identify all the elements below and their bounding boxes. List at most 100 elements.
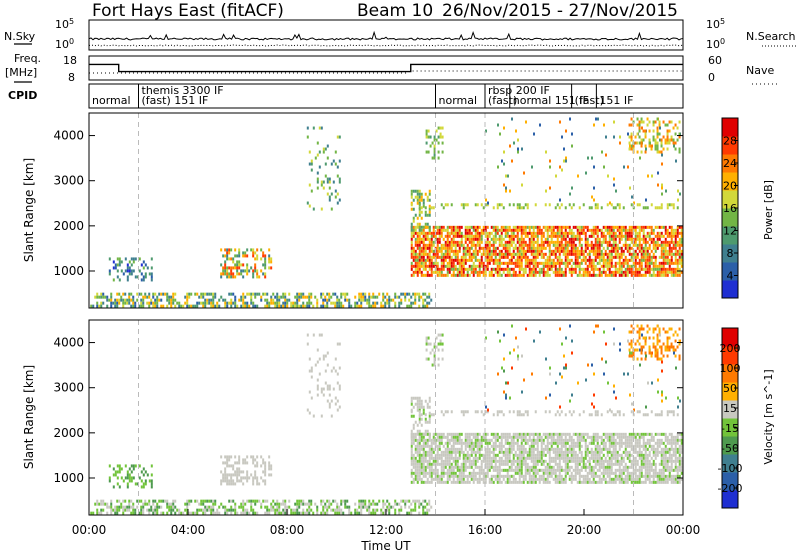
power-cell — [418, 304, 421, 308]
velocity-cell — [322, 499, 325, 503]
power-cell — [430, 261, 433, 265]
velocity-cell — [268, 508, 271, 512]
freq-tick-top: 18 — [63, 54, 77, 67]
power-cell — [566, 234, 569, 238]
power-cell — [466, 228, 469, 232]
power-cell — [144, 263, 147, 267]
power-cell — [536, 228, 539, 232]
power-cell — [470, 264, 473, 268]
power-cell — [170, 304, 173, 308]
power-cell — [148, 295, 151, 299]
velocity-cell — [532, 471, 535, 475]
power-cell — [580, 225, 583, 229]
power-cell — [552, 249, 555, 253]
power-cell — [628, 147, 631, 151]
power-cell — [516, 234, 519, 238]
power-cell — [430, 273, 433, 277]
power-cell — [494, 237, 497, 241]
power-cell — [416, 216, 419, 220]
velocity-cell — [410, 441, 413, 445]
power-cell — [650, 203, 653, 207]
power-cell — [634, 141, 637, 145]
velocity-cell — [526, 441, 529, 445]
power-cell — [460, 267, 463, 271]
velocity-cell — [432, 471, 435, 475]
velocity-cell — [230, 473, 233, 477]
power-cell — [538, 225, 541, 229]
velocity-cell — [508, 456, 511, 460]
velocity-cell — [336, 342, 339, 346]
velocity-cell — [196, 511, 199, 515]
velocity-cell — [412, 471, 415, 475]
power-cell — [612, 228, 615, 232]
velocity-cell — [470, 444, 473, 448]
velocity-cell — [104, 502, 107, 506]
power-cell — [636, 255, 639, 259]
power-cell — [302, 301, 305, 305]
power-cell — [414, 213, 417, 217]
velocity-cell — [534, 447, 537, 451]
velocity-cell — [574, 441, 577, 445]
velocity-cell — [472, 447, 475, 451]
velocity-cell — [568, 444, 571, 448]
velocity-cell — [456, 468, 459, 472]
power-cell — [554, 273, 557, 277]
power-cell — [528, 231, 531, 235]
power-cell — [556, 228, 559, 232]
velocity-cell — [574, 465, 577, 469]
power-cell — [572, 243, 575, 247]
velocity-cell — [418, 462, 421, 466]
velocity-cell — [434, 468, 437, 472]
velocity-cell — [418, 441, 421, 445]
power-cell — [118, 257, 121, 261]
power-cell — [578, 225, 581, 229]
velocity-cell — [542, 480, 545, 484]
velocity-cell — [594, 462, 597, 466]
power-cell — [504, 261, 507, 265]
power-cell — [562, 231, 565, 235]
power-cell — [676, 252, 679, 256]
power-cell — [430, 246, 433, 250]
power-cell — [586, 258, 589, 262]
power-cell — [442, 228, 445, 232]
power-cell — [530, 243, 533, 247]
power-cell — [439, 135, 442, 139]
velocity-cell — [312, 333, 315, 337]
velocity-cell — [458, 453, 461, 457]
velocity-cell — [116, 505, 119, 509]
power-cell — [104, 295, 107, 299]
power-cell — [538, 228, 541, 232]
velocity-cell — [514, 465, 517, 469]
velocity-cell — [106, 502, 109, 506]
power-cell — [634, 258, 637, 262]
power-cell — [428, 204, 431, 208]
power-cell — [574, 243, 577, 247]
nsky-tick-bottom: 100 — [55, 37, 74, 51]
power-cell — [598, 228, 601, 232]
power-cell — [142, 278, 145, 282]
power-cell — [634, 240, 637, 244]
power-cell — [571, 186, 573, 190]
power-cell — [156, 298, 159, 302]
velocity-cell — [498, 477, 501, 481]
power-cell — [334, 304, 337, 308]
velocity-cell — [578, 459, 581, 463]
velocity-cell — [530, 459, 533, 463]
power-cell — [576, 231, 579, 235]
cpid-segment-label: 151 IF — [599, 94, 633, 107]
power-cell — [674, 123, 677, 127]
velocity-cell — [114, 505, 117, 509]
velocity-cell — [558, 468, 561, 472]
power-cell — [282, 301, 285, 305]
power-cell — [350, 304, 353, 308]
velocity-cell — [506, 471, 509, 475]
power-cell — [680, 243, 683, 247]
power-cell — [598, 273, 601, 277]
power-cell — [572, 246, 575, 250]
power-cell — [492, 243, 495, 247]
velocity-cell — [474, 435, 477, 439]
power-cell — [606, 252, 609, 256]
power-cell — [665, 189, 667, 193]
velocity-cell — [540, 444, 543, 448]
power-cell — [593, 123, 595, 127]
